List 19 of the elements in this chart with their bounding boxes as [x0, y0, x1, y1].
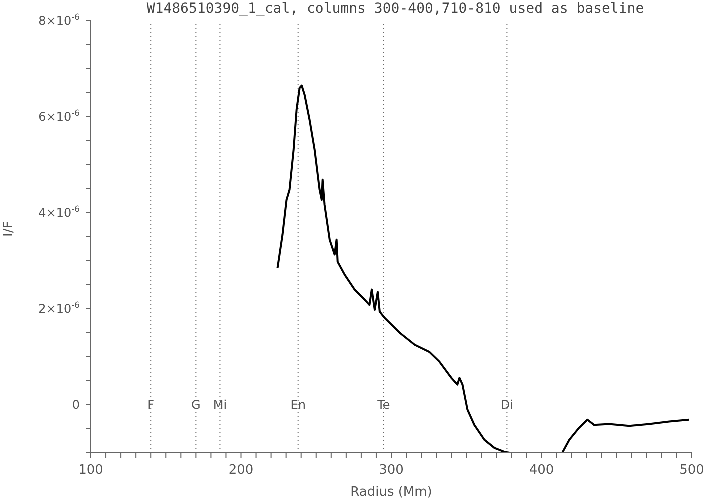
y-tick-label: 0: [72, 398, 80, 412]
x-tick-label: 200: [228, 463, 254, 478]
x-tick-label: 500: [680, 463, 704, 478]
y-tick-label: 8×10$^{-6}$: [38, 12, 80, 28]
y-tick-label: 4×10$^{-6}$: [38, 204, 80, 220]
y-axis-title: I/F: [2, 221, 17, 237]
y-tick-label: 6×10$^{-6}$: [38, 108, 80, 124]
ref-line-label: G: [192, 398, 201, 412]
x-tick-label: 100: [78, 463, 104, 478]
ref-line-label: En: [290, 398, 306, 412]
ref-line-label: F: [148, 398, 155, 412]
x-tick-label: 300: [379, 463, 404, 478]
y-tick-label: 2×10$^{-6}$: [38, 300, 80, 316]
x-axis-title: Radius (Mm): [350, 485, 432, 500]
ref-line-label: Mi: [213, 398, 228, 412]
chart-title: W1486510390_1_cal, columns 300-400,710-810 used as baseline: [146, 1, 644, 17]
x-tick-label: 400: [529, 463, 554, 478]
ref-line-label: Di: [500, 398, 514, 412]
ref-line-label: Te: [376, 398, 390, 412]
